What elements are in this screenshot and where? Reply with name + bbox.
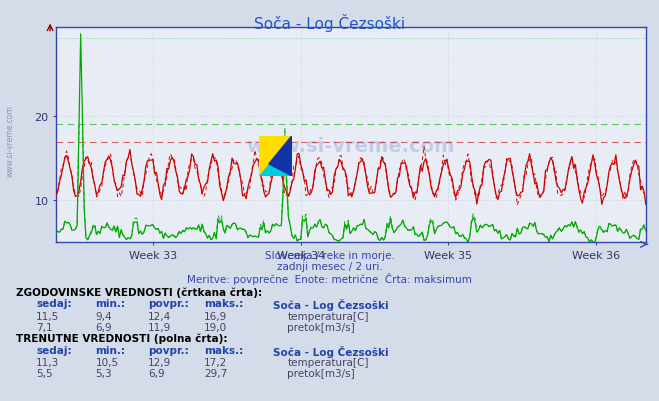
Text: Soča - Log Čezsoški: Soča - Log Čezsoški — [273, 345, 389, 357]
Text: 12,4: 12,4 — [148, 311, 171, 321]
Text: zadnji mesec / 2 uri.: zadnji mesec / 2 uri. — [277, 261, 382, 271]
Text: 11,9: 11,9 — [148, 322, 171, 332]
Text: Soča - Log Čezsoški: Soča - Log Čezsoški — [254, 14, 405, 32]
Text: 7,1: 7,1 — [36, 322, 53, 332]
Text: pretok[m3/s]: pretok[m3/s] — [287, 322, 355, 332]
Text: pretok[m3/s]: pretok[m3/s] — [287, 368, 355, 378]
Text: sedaj:: sedaj: — [36, 345, 72, 355]
Text: TRENUTNE VREDNOSTI (polna črta):: TRENUTNE VREDNOSTI (polna črta): — [16, 333, 228, 343]
Text: 12,9: 12,9 — [148, 357, 171, 367]
Text: povpr.:: povpr.: — [148, 299, 189, 309]
Text: 16,9: 16,9 — [204, 311, 227, 321]
Text: 9,4: 9,4 — [96, 311, 112, 321]
Text: povpr.:: povpr.: — [148, 345, 189, 355]
Text: Soča - Log Čezsoški: Soča - Log Čezsoški — [273, 299, 389, 311]
Text: 5,3: 5,3 — [96, 368, 112, 378]
Text: temperatura[C]: temperatura[C] — [287, 311, 369, 321]
Text: 29,7: 29,7 — [204, 368, 227, 378]
Polygon shape — [259, 136, 292, 176]
Text: Slovenija / reke in morje.: Slovenija / reke in morje. — [264, 251, 395, 261]
Text: ZGODOVINSKE VREDNOSTI (črtkana črta):: ZGODOVINSKE VREDNOSTI (črtkana črta): — [16, 287, 262, 297]
Text: maks.:: maks.: — [204, 345, 244, 355]
Text: Meritve: povprečne  Enote: metrične  Črta: maksimum: Meritve: povprečne Enote: metrične Črta:… — [187, 273, 472, 285]
Text: 11,5: 11,5 — [36, 311, 59, 321]
Polygon shape — [259, 136, 292, 176]
Text: www.si-vreme.com: www.si-vreme.com — [5, 105, 14, 176]
Text: min.:: min.: — [96, 345, 126, 355]
Text: 6,9: 6,9 — [96, 322, 112, 332]
Text: min.:: min.: — [96, 299, 126, 309]
Text: 17,2: 17,2 — [204, 357, 227, 367]
Text: maks.:: maks.: — [204, 299, 244, 309]
Text: 5,5: 5,5 — [36, 368, 53, 378]
Text: 11,3: 11,3 — [36, 357, 59, 367]
Text: 6,9: 6,9 — [148, 368, 165, 378]
Text: temperatura[C]: temperatura[C] — [287, 357, 369, 367]
Text: www.si-vreme.com: www.si-vreme.com — [246, 137, 455, 156]
Text: sedaj:: sedaj: — [36, 299, 72, 309]
Text: 19,0: 19,0 — [204, 322, 227, 332]
Polygon shape — [269, 136, 292, 176]
Text: 10,5: 10,5 — [96, 357, 119, 367]
